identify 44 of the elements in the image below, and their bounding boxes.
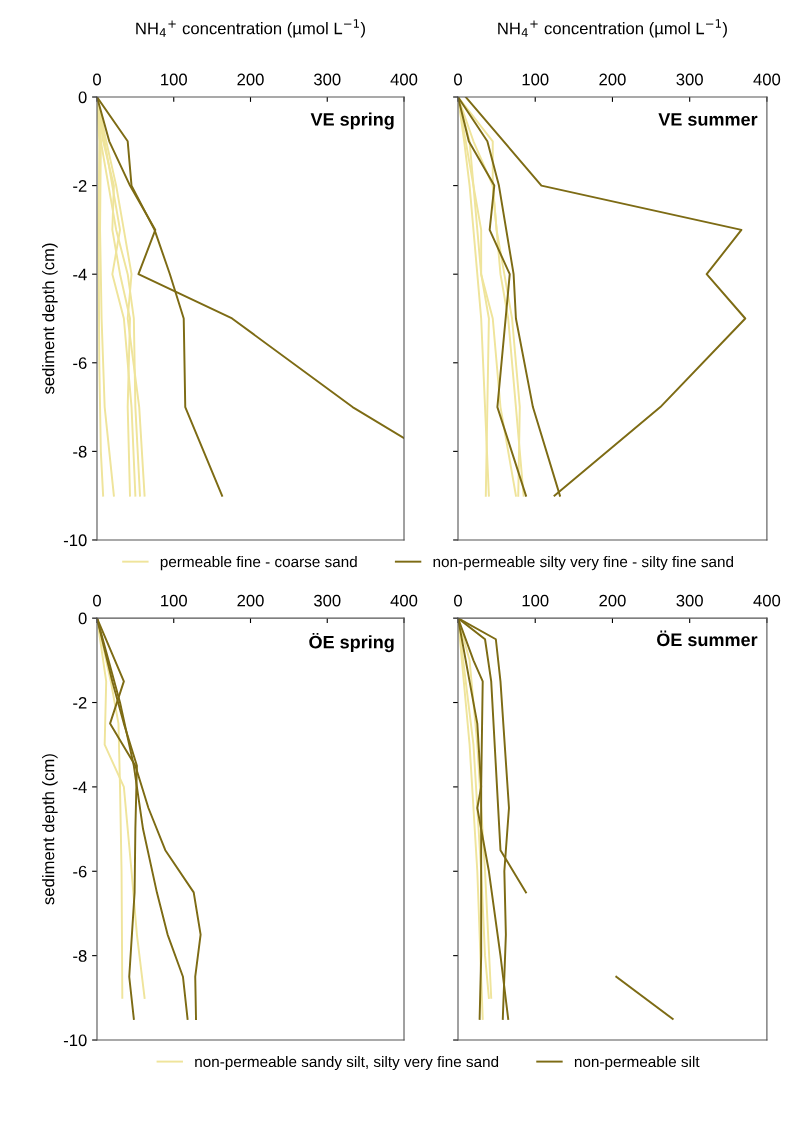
text: VE spring <box>310 112 394 130</box>
x-tick-label: 300 <box>313 594 341 607</box>
y-tick-label: -4 <box>73 268 87 281</box>
y-tick-label: -2 <box>73 180 87 192</box>
x-tick-label: 100 <box>161 73 187 86</box>
x-tick-label: 300 <box>313 73 341 86</box>
y-tick-label: -10 <box>63 1034 87 1047</box>
x-tick-label: 200 <box>237 594 264 607</box>
x-tick-label: 100 <box>522 73 549 86</box>
x-tick-label: 400 <box>753 594 781 607</box>
legend-label: non-permeable sandy silt, silty very fine sand <box>195 1055 499 1071</box>
legend-label: non-permeable silty very fine - silty fine sand <box>433 555 734 571</box>
x-tick-label: 300 <box>676 594 703 607</box>
y-tick-label: -4 <box>73 781 87 793</box>
y-tick-label: -8 <box>73 950 87 962</box>
y-tick-label: -2 <box>73 696 87 709</box>
text: VE summer <box>658 113 758 126</box>
y-tick-label: 0 <box>78 91 87 104</box>
x-tick-label: 100 <box>161 594 187 607</box>
x-tick-label: 200 <box>599 73 626 86</box>
x-tick-label: 0 <box>93 594 101 607</box>
x-axis-title: NH$_{4}$$^{+}$ concentration (µmol L$^{−1}$) <box>498 19 727 38</box>
legend-label: permeable fine - coarse sand <box>160 555 357 571</box>
x-tick-label: 300 <box>676 73 703 86</box>
x-tick-label: 200 <box>237 73 264 86</box>
x-tick-label: 0 <box>454 73 462 86</box>
y-tick-label: 0 <box>78 612 87 625</box>
y-tick-label: -6 <box>73 357 87 369</box>
y-axis-title: sediment depth (cm) <box>42 243 58 394</box>
y-tick-label: -8 <box>73 445 87 458</box>
text: ÖE spring <box>309 632 394 653</box>
x-axis-title: NH$_{4}$$^{+}$ concentration (µmol L$^{−1}$) <box>136 19 365 38</box>
legend-label: non-permeable silt <box>574 1055 700 1071</box>
y-tick-label: -6 <box>73 865 87 878</box>
text: ÖE summer <box>657 630 758 647</box>
x-tick-label: 0 <box>454 594 462 607</box>
y-axis-title: sediment depth (cm) <box>42 754 58 905</box>
x-tick-label: 200 <box>599 594 626 607</box>
x-tick-label: 0 <box>93 73 101 86</box>
x-tick-label: 400 <box>390 73 418 86</box>
x-tick-label: 400 <box>390 594 418 607</box>
x-tick-label: 400 <box>753 73 781 86</box>
y-tick-label: -10 <box>63 534 87 547</box>
x-tick-label: 100 <box>522 594 549 607</box>
